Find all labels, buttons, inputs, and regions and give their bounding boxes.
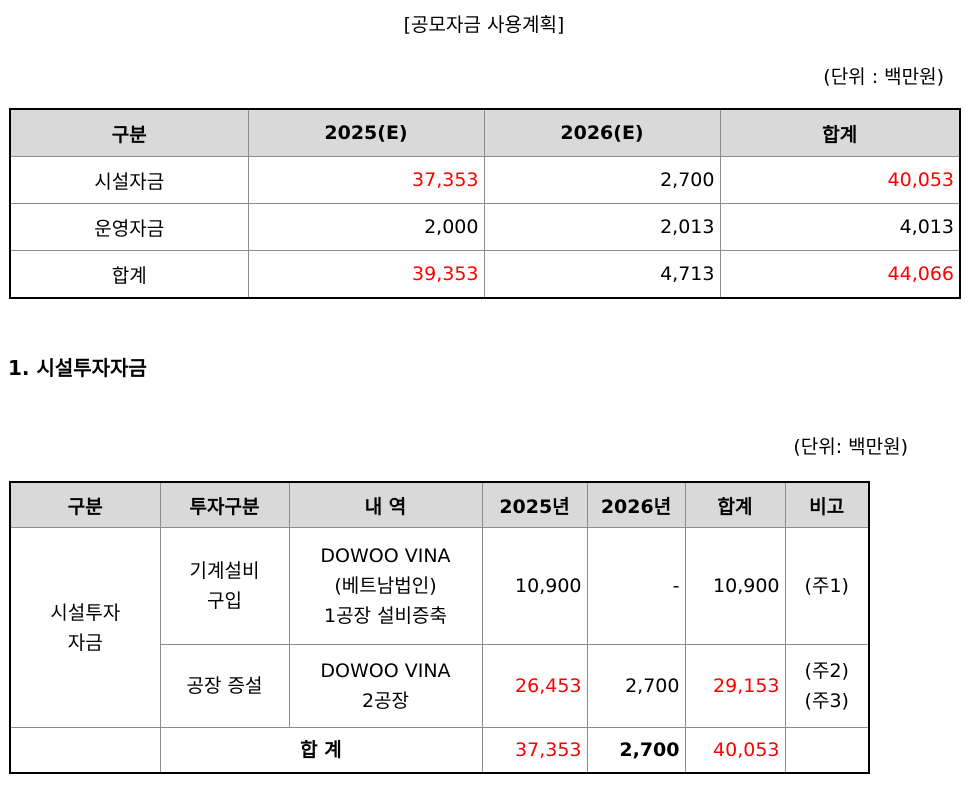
table-header-row: 구분 투자구분 내 역 2025년 2026년 합계 비고 [9, 481, 870, 528]
section-title: 1. 시설투자자금 [8, 356, 147, 380]
cell-2026: 4,713 [483, 250, 721, 299]
cell-2025: 10,900 [481, 527, 588, 645]
details-cell: DOWOO VINA 2공장 [288, 644, 483, 728]
cell-total: 29,153 [684, 644, 786, 728]
cell-2026: 2,700 [586, 644, 686, 728]
table-row: 운영자금 2,000 2,013 4,013 [9, 203, 961, 251]
unit-label-2: (단위: 백만원) [793, 436, 908, 458]
table-row: 시설자금 37,353 2,700 40,053 [9, 156, 961, 204]
note-cell: (주1) [784, 527, 870, 645]
total-row: 합 계 37,353 2,700 40,053 [10, 727, 870, 774]
investment-type-cell: 기계설비 구입 [159, 527, 290, 645]
investment-type-cell: 공장 증설 [159, 644, 290, 728]
cell-2025: 26,453 [481, 644, 588, 728]
cell-total: 40,053 [684, 727, 786, 774]
details-cell: DOWOO VINA (베트남법인) 1공장 설비증축 [288, 527, 483, 645]
cell-2026: - [586, 527, 686, 645]
header-category: 구분 [9, 481, 161, 528]
cell-total: 44,066 [719, 250, 961, 299]
header-2025: 2025년 [481, 481, 588, 528]
row-label: 운영자금 [9, 203, 249, 251]
row-label: 시설자금 [9, 156, 249, 204]
header-category: 구분 [9, 108, 249, 157]
header-note: 비고 [784, 481, 870, 528]
cell-2026: 2,013 [483, 203, 721, 251]
cell-2025: 2,000 [247, 203, 485, 251]
header-details: 내 역 [288, 481, 483, 528]
table-row: 시설투자 자금 기계설비 구입 DOWOO VINA (베트남법인) 1공장 설… [9, 527, 870, 728]
total-label: 합 계 [159, 727, 483, 774]
note-cell [784, 727, 870, 774]
header-2025: 2025(E) [247, 108, 485, 157]
table-row: 공장 증설 DOWOO VINA 2공장 26,453 2,700 29,153… [10, 644, 870, 728]
row-label: 합계 [9, 250, 249, 299]
unit-label-1: (단위 : 백만원) [823, 66, 944, 88]
table-row: 합계 39,353 4,713 44,066 [9, 250, 961, 299]
empty-cell [10, 727, 161, 773]
cell-total: 10,900 [684, 527, 786, 645]
table-header-row: 구분 2025(E) 2026(E) 합계 [9, 108, 961, 157]
page-title: [공모자금 사용계획] [403, 14, 565, 36]
header-investment-type: 투자구분 [159, 481, 290, 528]
category-cell: 시설투자 자금 [9, 527, 161, 728]
cell-2026: 2,700 [586, 727, 686, 774]
header-total: 합계 [684, 481, 786, 528]
cell-total: 40,053 [719, 156, 961, 204]
cell-2025: 37,353 [481, 727, 588, 774]
facility-investment-table: 구분 투자구분 내 역 2025년 2026년 합계 비고 시설투자 자금 기계… [9, 481, 870, 774]
header-total: 합계 [719, 108, 961, 157]
header-2026: 2026(E) [483, 108, 721, 157]
fund-usage-table: 구분 2025(E) 2026(E) 합계 시설자금 37,353 2,700 … [9, 108, 961, 299]
cell-2025: 37,353 [247, 156, 485, 204]
header-2026: 2026년 [586, 481, 686, 528]
note-cell: (주2) (주3) [784, 644, 870, 728]
cell-total: 4,013 [719, 203, 961, 251]
cell-2025: 39,353 [247, 250, 485, 299]
cell-2026: 2,700 [483, 156, 721, 204]
